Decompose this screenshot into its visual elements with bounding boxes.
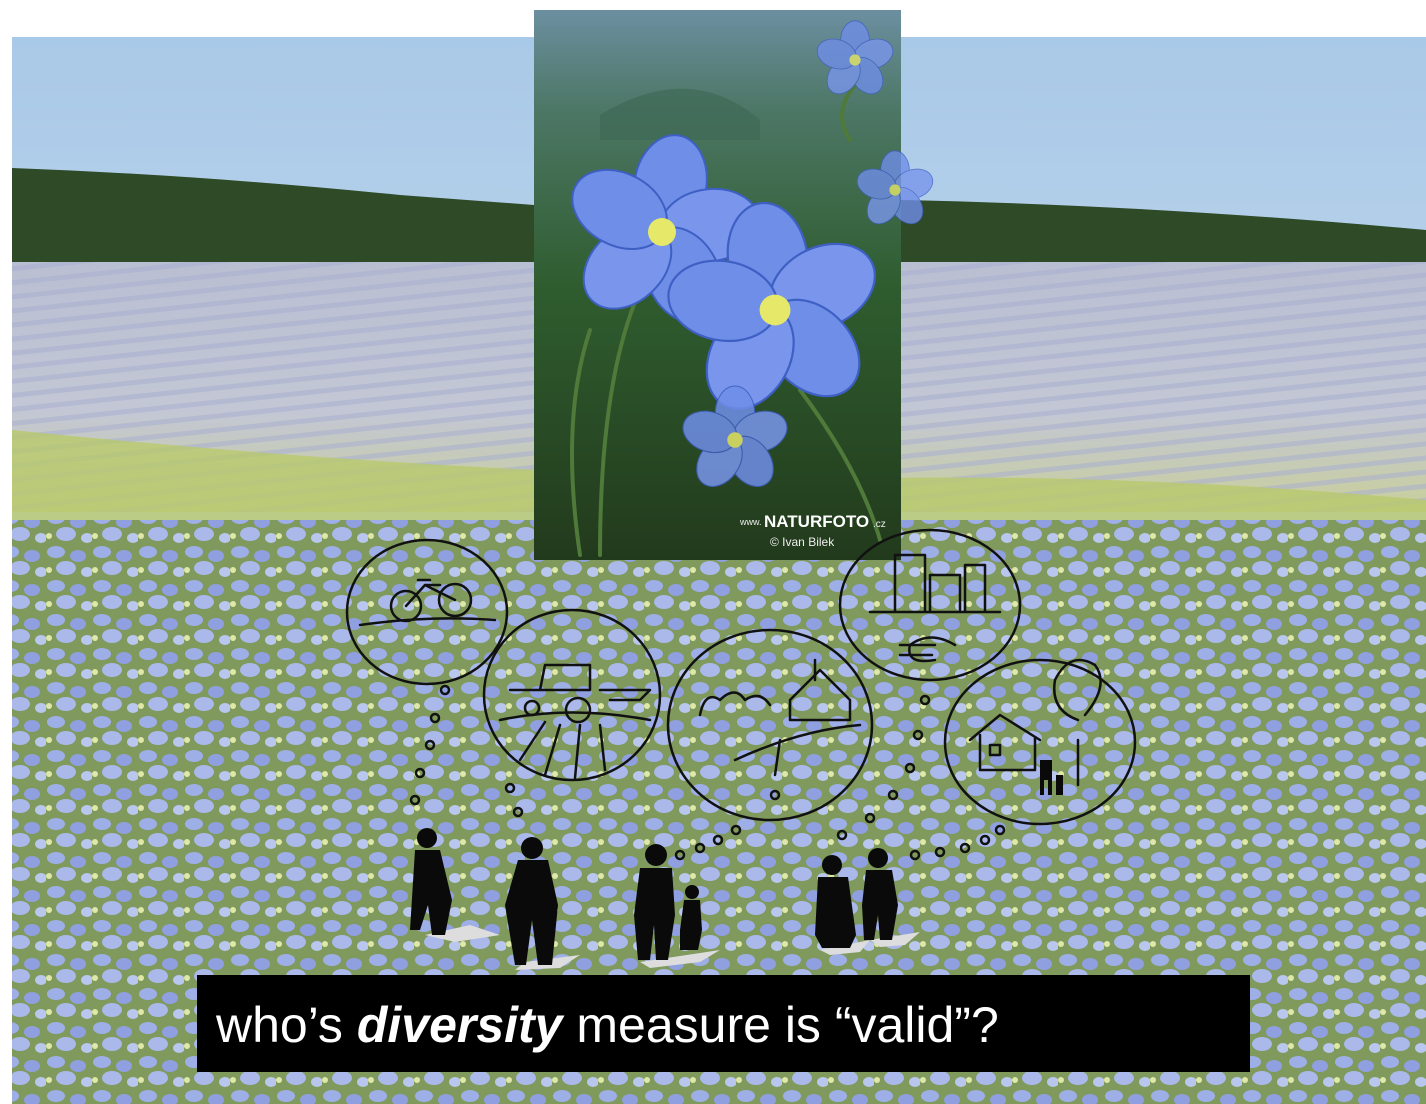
caption-prefix: who’s xyxy=(215,997,357,1053)
watermark-brand: NATURFOTO xyxy=(764,512,869,531)
page: {"caption": {"prefix": "who’s ", "emphas… xyxy=(0,0,1426,1104)
watermark-credit: © Ivan Bilek xyxy=(770,535,835,549)
caption-suffix: measure is “valid”? xyxy=(563,997,999,1053)
caption-emphasis: diversity xyxy=(357,997,565,1053)
flax-flower-photo: www. NATURFOTO .cz © Ivan Bilek xyxy=(534,10,937,560)
slide: www. NATURFOTO .cz © Ivan Bilek xyxy=(0,0,1426,1104)
watermark-domain: .cz xyxy=(873,519,886,530)
caption-box: who’s diversity measure is “valid”? xyxy=(197,975,1250,1072)
caption: who’s diversity measure is “valid”? xyxy=(215,997,999,1053)
watermark-www: www. xyxy=(739,517,762,527)
